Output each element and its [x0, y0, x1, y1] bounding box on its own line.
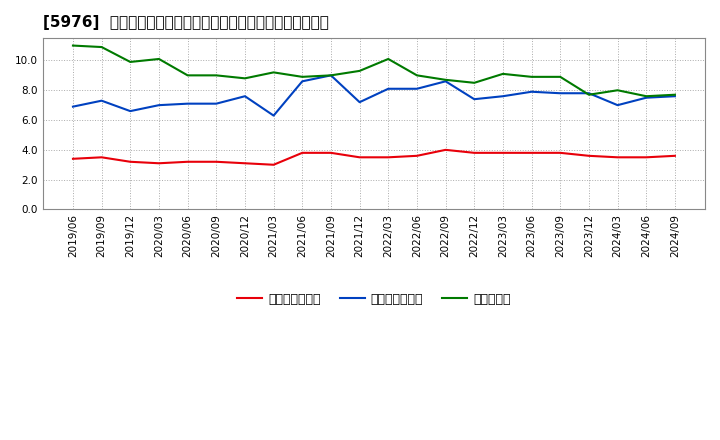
- 在庫回転率: [527, 74, 536, 80]
- 買入債務回転率: [97, 98, 106, 103]
- 買入債務回転率: [613, 103, 622, 108]
- 売上債権回転率: [155, 161, 163, 166]
- 在庫回転率: [68, 43, 77, 48]
- 在庫回転率: [613, 88, 622, 93]
- 在庫回転率: [670, 92, 679, 97]
- 買入債務回転率: [355, 99, 364, 105]
- 在庫回転率: [498, 71, 507, 77]
- 在庫回転率: [413, 73, 421, 78]
- 在庫回転率: [441, 77, 450, 82]
- 買入債務回転率: [670, 94, 679, 99]
- 売上債権回転率: [642, 155, 651, 160]
- 売上債権回転率: [498, 150, 507, 155]
- 買入債務回転率: [642, 95, 651, 100]
- 在庫回転率: [269, 70, 278, 75]
- 買入債務回転率: [585, 91, 593, 96]
- 売上債権回転率: [97, 155, 106, 160]
- 買入債務回転率: [470, 96, 479, 102]
- 売上債権回転率: [240, 161, 249, 166]
- 買入債務回転率: [212, 101, 220, 106]
- Legend: 売上債権回転率, 買入債務回転率, 在庫回転率: 売上債権回転率, 買入債務回転率, 在庫回転率: [232, 288, 516, 311]
- 売上債権回転率: [413, 153, 421, 158]
- 売上債権回転率: [585, 153, 593, 158]
- 在庫回転率: [470, 80, 479, 85]
- 在庫回転率: [212, 73, 220, 78]
- 在庫回転率: [642, 94, 651, 99]
- 在庫回転率: [126, 59, 135, 65]
- 売上債権回転率: [556, 150, 564, 155]
- 売上債権回転率: [327, 150, 336, 155]
- 在庫回転率: [556, 74, 564, 80]
- 売上債権回転率: [441, 147, 450, 153]
- 売上債権回転率: [68, 156, 77, 161]
- 売上債権回転率: [527, 150, 536, 155]
- 売上債権回転率: [613, 155, 622, 160]
- 売上債権回転率: [384, 155, 392, 160]
- 在庫回転率: [240, 76, 249, 81]
- 買入債務回転率: [269, 113, 278, 118]
- 在庫回転率: [184, 73, 192, 78]
- Line: 売上債権回転率: 売上債権回転率: [73, 150, 675, 165]
- 買入債務回転率: [441, 79, 450, 84]
- 在庫回転率: [97, 44, 106, 50]
- 買入債務回転率: [327, 73, 336, 78]
- 買入債務回転率: [527, 89, 536, 95]
- 買入債務回転率: [126, 109, 135, 114]
- Line: 在庫回転率: 在庫回転率: [73, 46, 675, 96]
- 買入債務回転率: [68, 104, 77, 109]
- 売上債権回転率: [269, 162, 278, 167]
- 在庫回転率: [327, 73, 336, 78]
- 売上債権回転率: [184, 159, 192, 165]
- Text: [5976]  売上債権回転率、買入債務回転率、在庫回転率の推移: [5976] 売上債権回転率、買入債務回転率、在庫回転率の推移: [43, 15, 329, 30]
- 在庫回転率: [585, 92, 593, 97]
- 売上債権回転率: [212, 159, 220, 165]
- 在庫回転率: [355, 68, 364, 73]
- 買入債務回転率: [298, 79, 307, 84]
- 売上債権回転率: [470, 150, 479, 155]
- Line: 買入債務回転率: 買入債務回転率: [73, 75, 675, 116]
- 買入債務回転率: [384, 86, 392, 92]
- 買入債務回転率: [556, 91, 564, 96]
- 買入債務回転率: [155, 103, 163, 108]
- 買入債務回転率: [498, 94, 507, 99]
- 売上債権回転率: [355, 155, 364, 160]
- 在庫回転率: [384, 56, 392, 62]
- 買入債務回転率: [184, 101, 192, 106]
- 買入債務回転率: [413, 86, 421, 92]
- 在庫回転率: [155, 56, 163, 62]
- 売上債権回転率: [298, 150, 307, 155]
- 売上債権回転率: [126, 159, 135, 165]
- 買入債務回転率: [240, 94, 249, 99]
- 売上債権回転率: [670, 153, 679, 158]
- 在庫回転率: [298, 74, 307, 80]
